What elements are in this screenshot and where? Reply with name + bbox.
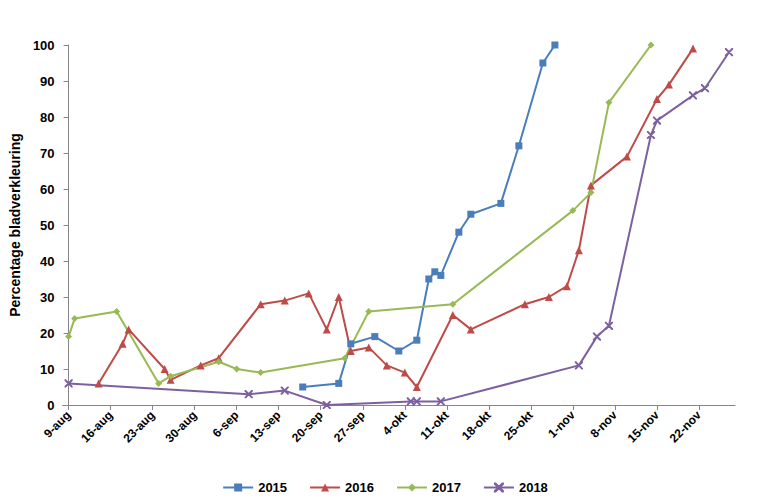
svg-text:23-aug: 23-aug bbox=[120, 408, 157, 445]
svg-text:30-aug: 30-aug bbox=[162, 408, 199, 445]
svg-text:6-sep: 6-sep bbox=[210, 408, 242, 440]
svg-text:9-aug: 9-aug bbox=[41, 408, 74, 441]
svg-text:90: 90 bbox=[40, 74, 54, 89]
svg-text:11-okt: 11-okt bbox=[417, 408, 451, 442]
svg-text:18-okt: 18-okt bbox=[459, 408, 494, 443]
svg-text:4-okt: 4-okt bbox=[380, 408, 410, 438]
svg-text:60: 60 bbox=[40, 182, 54, 197]
svg-text:2017: 2017 bbox=[432, 480, 461, 495]
svg-text:8-nov: 8-nov bbox=[587, 408, 620, 441]
svg-text:10: 10 bbox=[40, 362, 54, 377]
svg-text:20: 20 bbox=[40, 326, 54, 341]
svg-text:20-sep: 20-sep bbox=[289, 408, 326, 445]
svg-text:100: 100 bbox=[33, 38, 55, 53]
svg-text:Percentage bladverkleuring: Percentage bladverkleuring bbox=[7, 133, 23, 317]
svg-text:0: 0 bbox=[47, 398, 54, 413]
svg-text:22-nov: 22-nov bbox=[667, 408, 704, 445]
svg-text:30: 30 bbox=[40, 290, 54, 305]
svg-text:2015: 2015 bbox=[258, 480, 287, 495]
svg-text:50: 50 bbox=[40, 218, 54, 233]
svg-text:2018: 2018 bbox=[519, 480, 548, 495]
svg-text:2016: 2016 bbox=[345, 480, 374, 495]
svg-text:16-aug: 16-aug bbox=[78, 408, 115, 445]
svg-text:15-nov: 15-nov bbox=[625, 408, 662, 445]
svg-text:70: 70 bbox=[40, 146, 54, 161]
svg-text:25-okt: 25-okt bbox=[501, 408, 536, 443]
svg-text:27-sep: 27-sep bbox=[331, 408, 368, 445]
svg-text:13-sep: 13-sep bbox=[247, 408, 284, 445]
svg-text:1-nov: 1-nov bbox=[545, 408, 578, 441]
svg-text:40: 40 bbox=[40, 254, 54, 269]
svg-text:80: 80 bbox=[40, 110, 54, 125]
